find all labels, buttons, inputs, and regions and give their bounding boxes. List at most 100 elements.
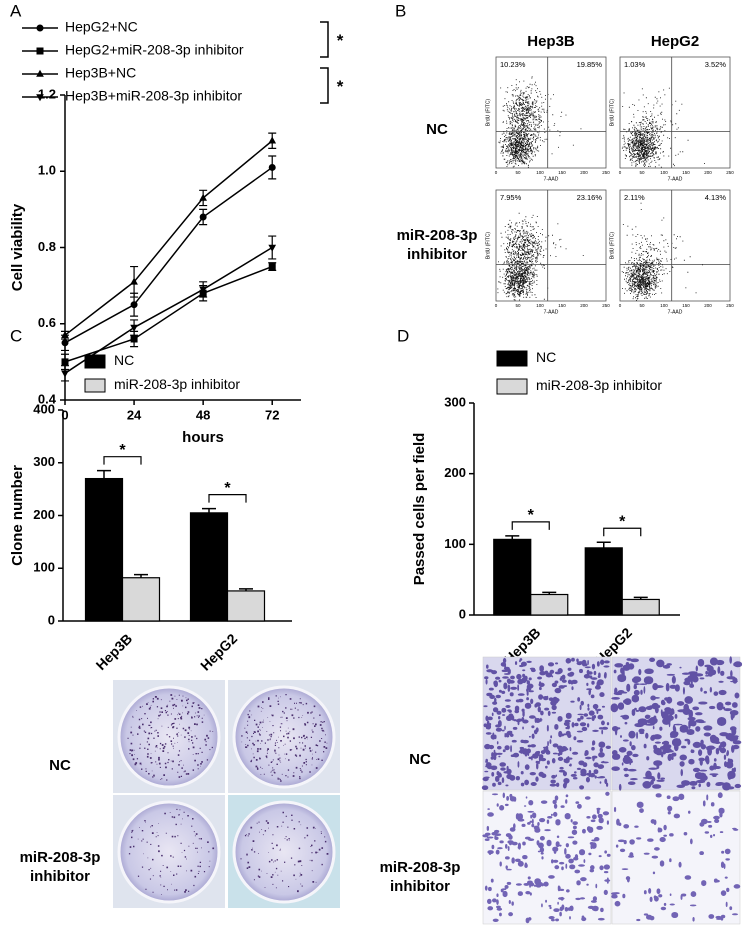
- quadrant-percent: 2.11%: [624, 193, 645, 202]
- panel-label: B: [395, 1, 406, 20]
- y-tick-label: 200: [33, 507, 55, 522]
- flow-x-tick-label: 150: [682, 303, 690, 308]
- legend-swatch: [84, 378, 106, 393]
- flow-x-label: 7-AAD: [668, 309, 683, 315]
- data-point: [199, 213, 207, 221]
- y-tick-label: 0.6: [38, 315, 56, 330]
- legend-marker: [36, 94, 44, 102]
- error-bar: [596, 541, 611, 548]
- legend-label: NC: [536, 349, 556, 365]
- significance-bracket: [320, 21, 329, 58]
- legend-swatch: [496, 350, 528, 367]
- data-point: [268, 136, 277, 144]
- data-point: [130, 324, 138, 332]
- y-tick-label: 0: [48, 612, 55, 627]
- data-point: [130, 301, 138, 309]
- bar: [621, 598, 660, 616]
- y-axis-label: Cell viability: [9, 203, 26, 291]
- y-tick-label: 300: [33, 454, 55, 469]
- culture-dish: [117, 800, 221, 904]
- data-point: [199, 193, 207, 201]
- flow-x-tick-label: 50: [639, 303, 645, 308]
- flow-x-tick-label: 100: [660, 170, 668, 175]
- image-row-label: miR-208-3p inhibitor: [19, 849, 101, 885]
- significance-bracket: [208, 494, 247, 503]
- flow-x-tick-label: 100: [536, 170, 544, 175]
- colonies: [241, 694, 328, 782]
- legend-label: NC: [114, 352, 134, 368]
- flow-x-tick-label: 250: [602, 170, 610, 175]
- quadrant-percent: 7.95%: [500, 193, 522, 202]
- flow-y-label: BrdU (FITC): [609, 99, 615, 127]
- flow-plot-frame: [619, 56, 731, 169]
- significance-bracket: [103, 456, 142, 465]
- flow-x-tick-label: 100: [660, 303, 668, 308]
- flow-x-label: 7-AAD: [544, 176, 559, 182]
- panel-label: C: [10, 326, 22, 345]
- bar: [84, 477, 124, 622]
- x-axis-label: hours: [182, 429, 224, 446]
- x-tick-label: 48: [196, 407, 210, 422]
- transwell-image: [482, 790, 612, 925]
- flow-x-tick-label: 150: [558, 170, 566, 175]
- flow-cells: [621, 87, 705, 168]
- flow-cells: [621, 202, 703, 301]
- bar: [584, 547, 623, 616]
- series-line: [64, 246, 273, 374]
- legend-swatch: [496, 378, 528, 395]
- flow-x-tick-label: 0: [619, 303, 622, 308]
- transwell-image: [611, 790, 741, 925]
- flow-x-tick-label: 200: [580, 303, 588, 308]
- flow-cells: [497, 212, 584, 301]
- bar: [121, 577, 161, 622]
- flow-row-label: NC: [426, 121, 448, 138]
- data-point: [268, 163, 276, 171]
- flow-y-label: BrdU (FITC): [609, 232, 615, 260]
- y-tick-label: 300: [444, 394, 466, 409]
- significance-bracket: [603, 527, 642, 537]
- y-tick-label: 100: [33, 560, 55, 575]
- flow-x-tick-label: 50: [515, 303, 521, 308]
- legend-label: miR-208-3p inhibitor: [114, 376, 240, 392]
- series-line: [64, 265, 273, 363]
- quadrant-percent: 3.52%: [705, 60, 727, 69]
- legend-label: HepG2+NC: [65, 19, 138, 35]
- bar: [189, 512, 229, 622]
- migrated-cells: [482, 791, 611, 924]
- x-tick-label: 72: [265, 407, 279, 422]
- image-row-label: miR-208-3p inhibitor: [379, 859, 461, 895]
- significance-label: *: [619, 513, 626, 530]
- flow-x-tick-label: 100: [536, 303, 544, 308]
- flow-x-tick-label: 200: [704, 170, 712, 175]
- y-tick-label: 400: [33, 401, 55, 416]
- flow-x-label: 7-AAD: [668, 176, 683, 182]
- flow-x-tick-label: 200: [704, 303, 712, 308]
- legend-label: Hep3B+NC: [65, 65, 136, 81]
- significance-label: *: [337, 31, 344, 50]
- legend-label: Hep3B+miR-208-3p inhibitor: [65, 88, 242, 104]
- flow-x-tick-label: 50: [639, 170, 645, 175]
- flow-x-tick-label: 150: [682, 170, 690, 175]
- y-tick-label: 200: [444, 465, 466, 480]
- bar: [530, 593, 569, 616]
- x-tick-label: Hep3B: [93, 630, 136, 673]
- data-point: [61, 339, 69, 347]
- series-line: [64, 166, 273, 344]
- legend-swatch: [84, 354, 106, 369]
- data-point: [199, 286, 207, 294]
- y-tick-label: 0.8: [38, 239, 56, 254]
- flow-x-tick-label: 250: [726, 303, 734, 308]
- data-point: [268, 263, 276, 271]
- flow-x-tick-label: 250: [726, 170, 734, 175]
- y-tick-label: 100: [444, 536, 466, 551]
- bar: [493, 538, 532, 616]
- significance-bracket: [320, 67, 329, 104]
- flow-cells: [498, 76, 582, 168]
- y-tick-label: 0.4: [38, 391, 57, 406]
- flow-x-tick-label: 0: [495, 303, 498, 308]
- series-line: [64, 140, 273, 336]
- flow-plot-frame: [619, 189, 731, 302]
- significance-label: *: [337, 77, 344, 96]
- bar: [226, 590, 266, 622]
